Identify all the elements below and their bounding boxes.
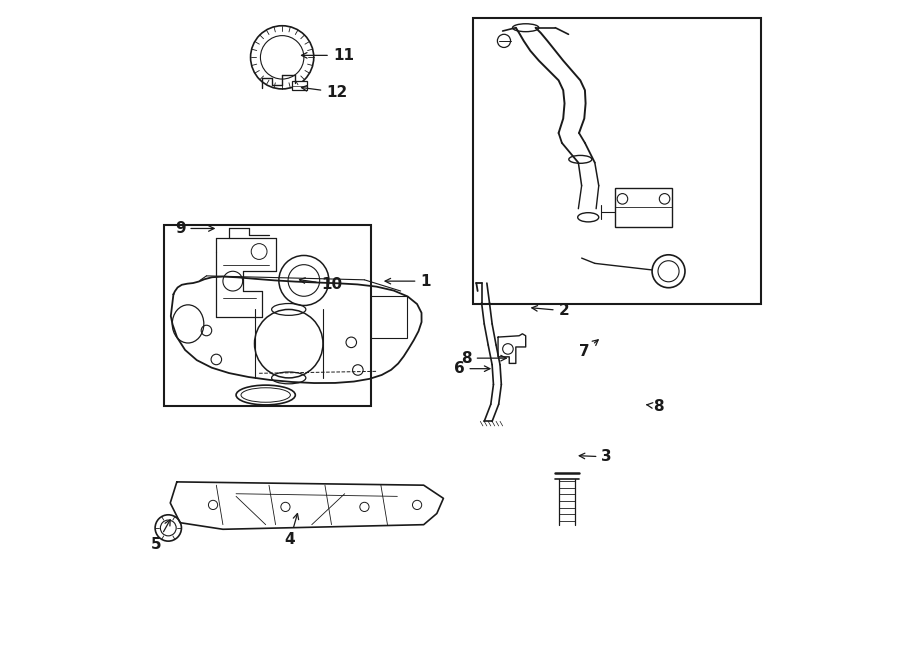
Bar — [473, 18, 761, 304]
Bar — [371, 295, 407, 338]
Text: 8: 8 — [647, 399, 663, 414]
Text: 3: 3 — [580, 449, 612, 465]
Bar — [615, 188, 672, 227]
Text: 12: 12 — [302, 85, 347, 100]
Text: 7: 7 — [579, 340, 599, 359]
Text: 6: 6 — [454, 361, 490, 376]
Bar — [164, 225, 371, 407]
Text: 9: 9 — [175, 221, 214, 236]
Text: 8: 8 — [461, 350, 507, 366]
Text: 11: 11 — [302, 48, 354, 63]
Text: 5: 5 — [151, 520, 170, 552]
Bar — [292, 81, 307, 90]
Text: 1: 1 — [385, 274, 431, 289]
Text: 4: 4 — [284, 514, 299, 547]
Text: 2: 2 — [532, 303, 570, 318]
Text: 10: 10 — [300, 277, 343, 292]
